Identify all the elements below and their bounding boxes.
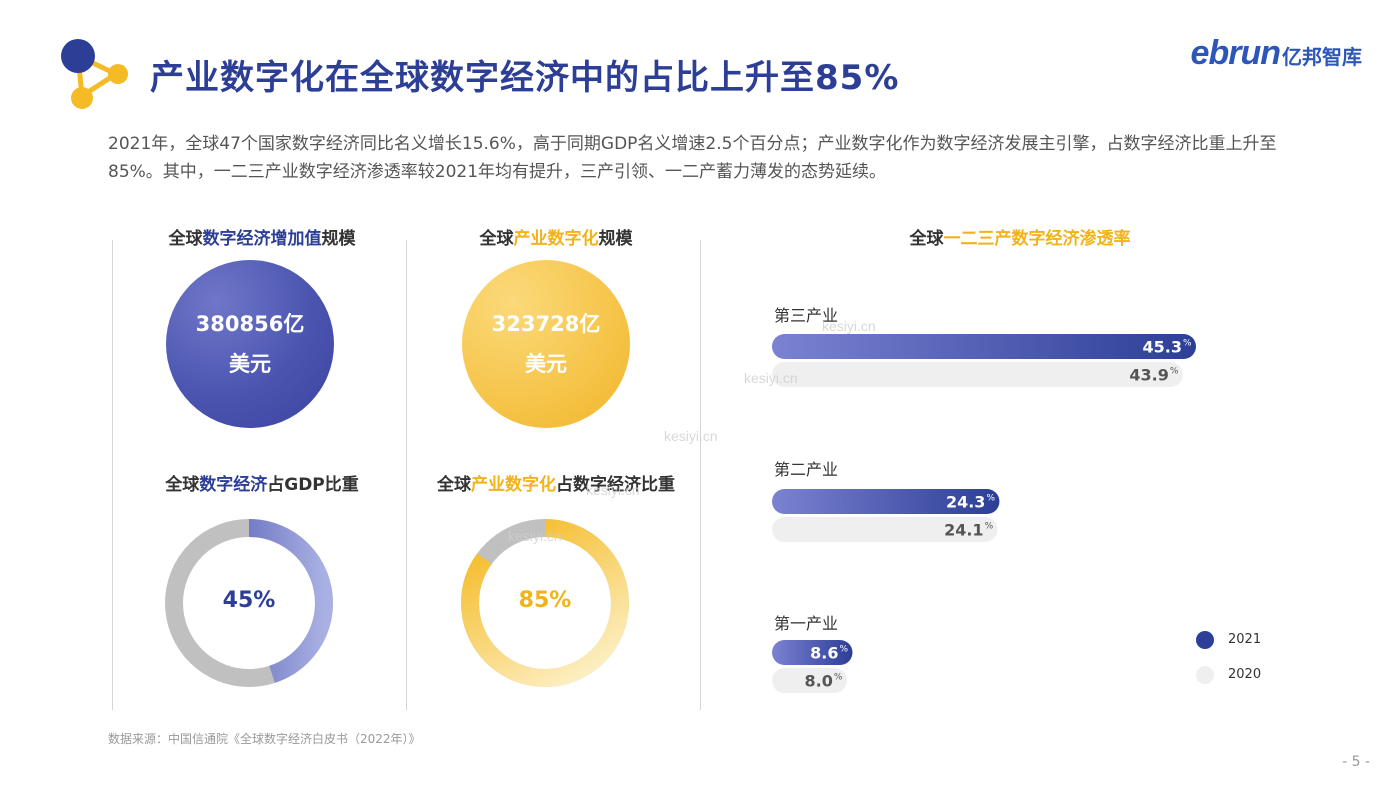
divider [406, 240, 407, 710]
industrial-share-label: 85% [518, 588, 572, 613]
panel-title-penetration: 全球一二三产数字经济渗透率 [909, 229, 1131, 249]
industrial-digitalization-scale-circle: 323728亿 美元 [462, 260, 630, 428]
scale-unit: 美元 [525, 352, 567, 376]
panel-title-industrial-digitalization-scale: 全球产业数字化规模 [479, 229, 633, 249]
gdp-share-donut [165, 519, 333, 687]
bar-value-label-2021-2: 24.3 [946, 493, 985, 512]
logo-icon [61, 39, 128, 109]
gdp-share-label: 45% [222, 588, 276, 613]
watermark: kesiyi.cn [664, 428, 718, 444]
scale-value: 380856亿 [195, 312, 305, 336]
legend-label-2020: 2020 [1228, 667, 1262, 682]
legend-label-2021: 2021 [1228, 632, 1262, 647]
industrial-share-donut [461, 519, 629, 687]
bar-2021-1 [772, 334, 1196, 359]
legend-item-2021: 2021 [1196, 622, 1261, 657]
watermark: kesiyi.cn [508, 528, 562, 544]
bar-plot-area: 43.9 %45.3 %24.1 %24.3 %8.0 %8.6% [772, 334, 1196, 693]
legend: 2021 2020 [1196, 622, 1261, 692]
digital-economy-scale-circle: 380856亿 美元 [166, 260, 334, 428]
scale-unit: 美元 [229, 352, 271, 376]
brand-logo: ebrun 亿邦智库 [1191, 34, 1362, 73]
bar-value-label-2020-1: 43.9 [1129, 366, 1168, 385]
watermark: kesiyi.cn [744, 370, 798, 386]
source-note: 数据来源：中国信通院《全球数字经济白皮书（2022年）》 [108, 732, 421, 746]
bar-value-suffix: % [834, 673, 843, 683]
bar-value-label-2020-3: 8.0 [805, 672, 833, 691]
legend-swatch-2021 [1196, 630, 1214, 649]
penetration-bar-chart: 第三产业 第二产业 第一产业 43.9% 45.3% 24.1% 24.3% 8.0% 8… [700, 200, 1400, 720]
bar-value-suffix: % [986, 494, 995, 504]
bar-value-label-2021-1: 45.3 [1143, 338, 1182, 357]
legend-swatch-2020 [1196, 665, 1214, 684]
intro-text: 2021年，全球47个国家数字经济同比名义增长15.6%，高于同期GDP名义增速… [108, 134, 1277, 182]
page-title: 产业数字化在全球数字经济中的占比上升至85% [150, 58, 900, 98]
bar-value-suffix: % [1170, 367, 1179, 377]
watermark: kesiyi.cn [586, 482, 640, 498]
panel-title-industrial-share: 全球产业数字化占数字经济比重 [437, 475, 675, 495]
category-label-tertiary: 第三产业 [774, 306, 839, 325]
bar-value-suffix: % [985, 522, 994, 532]
gdp-share-value-slice [165, 519, 333, 687]
panel-title-gdp-share: 全球数字经济占GDP比重 [165, 475, 359, 495]
brand-cn: 亿邦智库 [1282, 45, 1362, 69]
bar-2021-2 [772, 489, 1000, 514]
bar-2020-3 [772, 668, 847, 693]
page-number: - 5 - [1342, 754, 1370, 770]
bar-value-label-2021-3: 8.6 [810, 644, 838, 663]
bar-2020-2 [772, 517, 998, 542]
category-label-primary: 第一产业 [774, 614, 839, 633]
bar-2020-1 [772, 362, 1183, 387]
divider [112, 240, 113, 710]
industrial-share-value-slice [461, 519, 629, 687]
legend-item-2020: 2020 [1196, 657, 1261, 692]
bar-2021-3 [772, 640, 853, 665]
bar-value-suffix: % [1183, 339, 1192, 349]
watermark: kesiyi.cn [822, 318, 876, 334]
bar-value-suffix: % [839, 645, 848, 655]
panel-title-digital-economy-scale: 全球数字经济增加值规模 [168, 229, 356, 249]
scale-value: 323728亿 [491, 312, 601, 336]
divider [700, 240, 701, 710]
bar-value-label-2020-2: 24.1 [944, 521, 983, 540]
category-label-secondary: 第二产业 [774, 460, 839, 479]
brand-en: ebrun [1190, 34, 1281, 72]
